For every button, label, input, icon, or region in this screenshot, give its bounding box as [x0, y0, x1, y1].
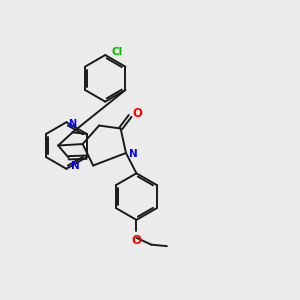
Text: N: N [68, 119, 76, 129]
Text: O: O [132, 107, 142, 120]
Text: N: N [71, 161, 80, 171]
Text: Cl: Cl [111, 47, 122, 57]
Text: N: N [129, 149, 138, 160]
Text: O: O [131, 234, 141, 247]
